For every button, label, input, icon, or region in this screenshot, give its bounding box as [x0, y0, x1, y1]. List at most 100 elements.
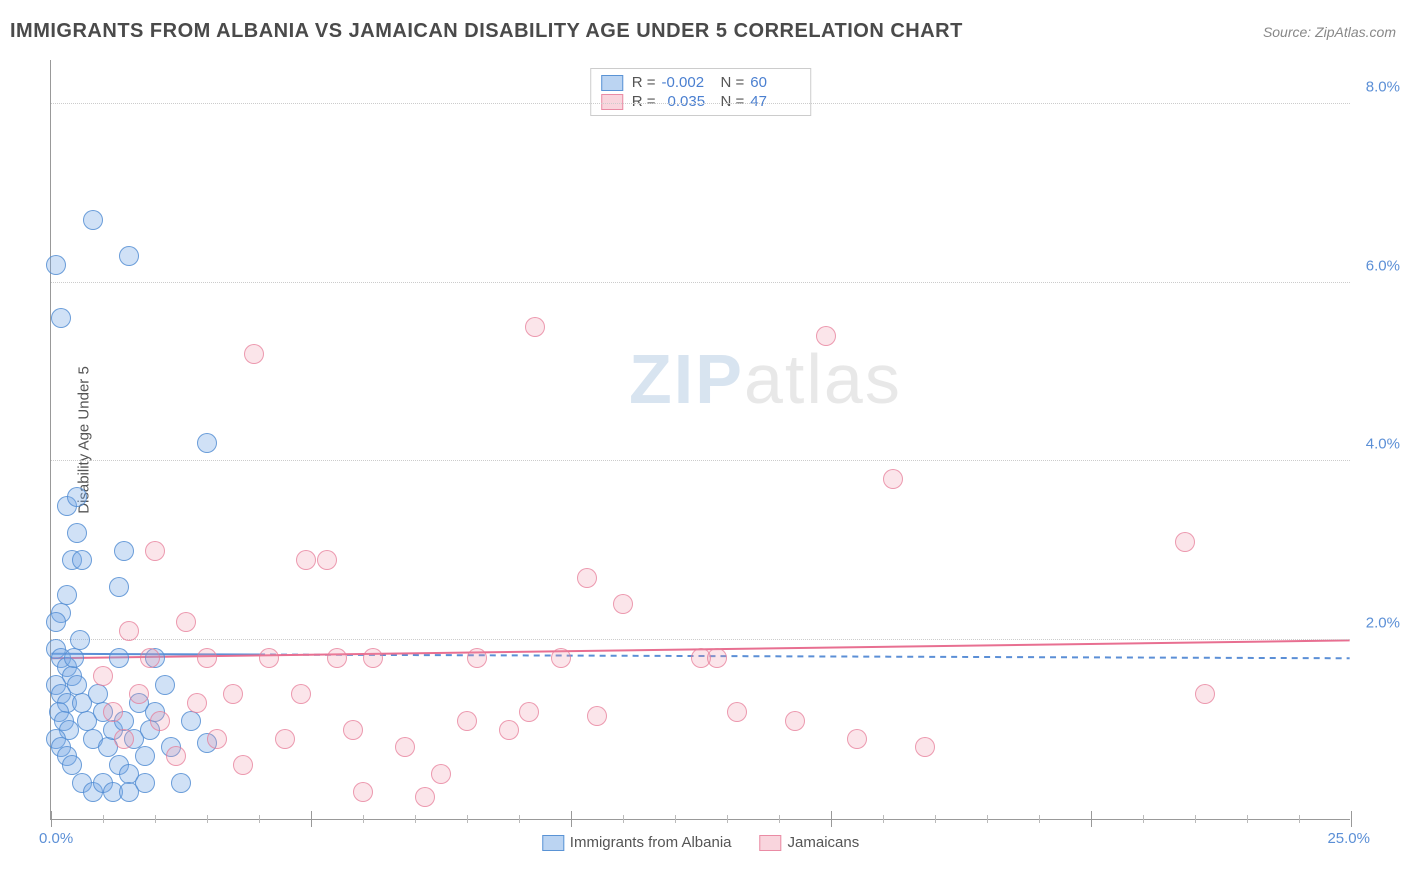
x-tick-major [1351, 811, 1352, 827]
x-tick-minor [1195, 815, 1196, 823]
data-point-jamaican [363, 648, 383, 668]
data-point-jamaican [551, 648, 571, 668]
x-tick-minor [987, 815, 988, 823]
swatch-albania [542, 835, 564, 851]
data-point-albania [64, 648, 84, 668]
y-tick-label: 8.0% [1355, 78, 1400, 95]
data-point-jamaican [915, 737, 935, 757]
data-point-jamaican [166, 746, 186, 766]
x-tick-major [51, 811, 52, 827]
data-point-albania [197, 433, 217, 453]
x-tick-minor [883, 815, 884, 823]
data-point-jamaican [613, 594, 633, 614]
data-point-albania [109, 648, 129, 668]
data-point-jamaican [785, 711, 805, 731]
data-point-albania [171, 773, 191, 793]
swatch-jamaican [760, 835, 782, 851]
n-label: N = [721, 74, 745, 91]
x-tick-minor [363, 815, 364, 823]
data-point-albania [62, 755, 82, 775]
grid-line [51, 282, 1350, 283]
data-point-jamaican [93, 666, 113, 686]
data-point-jamaican [207, 729, 227, 749]
data-point-albania [114, 541, 134, 561]
y-tick-label: 2.0% [1355, 615, 1400, 632]
data-point-jamaican [519, 702, 539, 722]
grid-line [51, 103, 1350, 104]
x-tick-minor [779, 815, 780, 823]
x-tick-minor [415, 815, 416, 823]
legend-item-jamaican: Jamaicans [760, 834, 860, 851]
grid-line [51, 639, 1350, 640]
n-value-albania: 60 [750, 74, 800, 91]
x-tick-minor [1143, 815, 1144, 823]
data-point-jamaican [187, 693, 207, 713]
data-point-albania [109, 577, 129, 597]
scatter-chart: Disability Age Under 5 ZIPatlas R = -0.0… [50, 60, 1350, 820]
data-point-albania [51, 308, 71, 328]
x-tick-minor [623, 815, 624, 823]
legend-item-albania: Immigrants from Albania [542, 834, 732, 851]
data-point-albania [155, 675, 175, 695]
n-value-jamaican: 47 [750, 93, 800, 110]
data-point-jamaican [119, 621, 139, 641]
x-axis-max-label: 25.0% [1327, 830, 1370, 847]
chart-header: IMMIGRANTS FROM ALBANIA VS JAMAICAN DISA… [10, 20, 1396, 43]
data-point-jamaican [259, 648, 279, 668]
data-point-jamaican [353, 782, 373, 802]
data-point-jamaican [499, 720, 519, 740]
r-value-albania: -0.002 [662, 74, 712, 91]
legend-label-albania: Immigrants from Albania [570, 834, 732, 851]
x-tick-minor [1039, 815, 1040, 823]
data-point-jamaican [291, 684, 311, 704]
data-point-jamaican [343, 720, 363, 740]
legend-label-jamaican: Jamaicans [788, 834, 860, 851]
data-point-albania [67, 487, 87, 507]
data-point-albania [67, 675, 87, 695]
data-point-jamaican [577, 568, 597, 588]
legend-row-albania: R = -0.002 N = 60 [601, 73, 801, 92]
correlation-legend: R = -0.002 N = 60 R = 0.035 N = 47 [590, 68, 812, 116]
x-tick-major [571, 811, 572, 827]
source-attribution: Source: ZipAtlas.com [1263, 24, 1396, 40]
data-point-jamaican [727, 702, 747, 722]
plot-area: ZIPatlas R = -0.002 N = 60 R = 0.035 N =… [50, 60, 1350, 820]
data-point-jamaican [275, 729, 295, 749]
watermark-atlas: atlas [744, 340, 902, 418]
data-point-jamaican [129, 684, 149, 704]
data-point-albania [135, 746, 155, 766]
source-name: ZipAtlas.com [1315, 24, 1396, 40]
data-point-albania [46, 612, 66, 632]
x-tick-minor [207, 815, 208, 823]
x-axis-min-label: 0.0% [39, 830, 73, 847]
data-point-jamaican [114, 729, 134, 749]
data-point-jamaican [150, 711, 170, 731]
data-point-jamaican [1195, 684, 1215, 704]
data-point-jamaican [197, 648, 217, 668]
data-point-jamaican [176, 612, 196, 632]
data-point-jamaican [525, 317, 545, 337]
y-tick-label: 4.0% [1355, 436, 1400, 453]
x-tick-minor [935, 815, 936, 823]
data-point-jamaican [145, 541, 165, 561]
x-tick-minor [1247, 815, 1248, 823]
x-tick-minor [467, 815, 468, 823]
trend-lines [51, 60, 1350, 819]
x-tick-minor [519, 815, 520, 823]
r-label: R = [632, 93, 656, 110]
data-point-jamaican [233, 755, 253, 775]
data-point-albania [70, 630, 90, 650]
data-point-jamaican [415, 787, 435, 807]
r-label: R = [632, 74, 656, 91]
n-label: N = [721, 93, 745, 110]
x-tick-minor [155, 815, 156, 823]
data-point-jamaican [327, 648, 347, 668]
data-point-jamaican [296, 550, 316, 570]
x-tick-minor [103, 815, 104, 823]
data-point-albania [88, 684, 108, 704]
data-point-jamaican [883, 469, 903, 489]
grid-line [51, 460, 1350, 461]
watermark-zip: ZIP [629, 340, 744, 418]
x-tick-major [311, 811, 312, 827]
data-point-jamaican [431, 764, 451, 784]
